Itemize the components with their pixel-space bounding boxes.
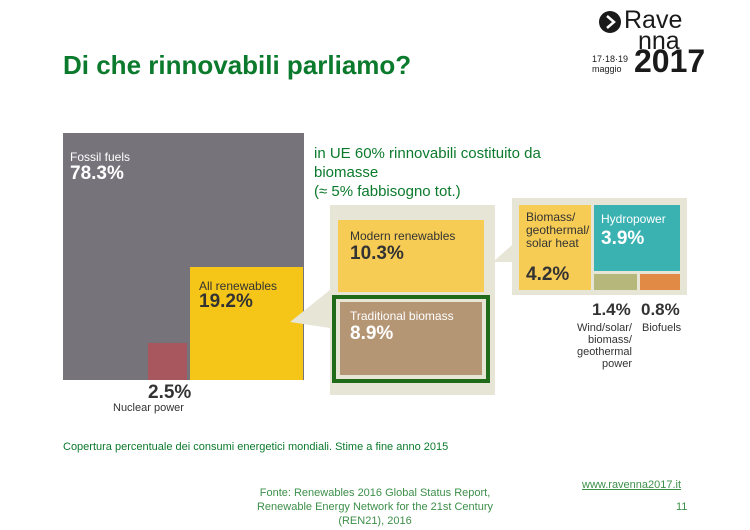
wind-solar-label-line3: geothermal: [576, 346, 632, 358]
renewables-value: 19.2%: [199, 291, 253, 312]
wind-solar-label: Wind/solar/ biomass/ geothermal power: [560, 322, 632, 370]
biomass-heat-label-line1: Biomass/: [526, 210, 576, 224]
page-number: 11: [676, 501, 688, 513]
fossil-fuels-value: 78.3%: [70, 163, 124, 184]
biofuels-value: 0.8%: [641, 300, 680, 319]
source-credit: Fonte: Renewables 2016 Global Status Rep…: [210, 486, 540, 528]
logo-word-bottom: nna: [638, 27, 680, 55]
logo-dates: 17·18·19: [592, 54, 629, 64]
renewables-label: All renewables: [199, 279, 278, 293]
nuclear-label: Nuclear power: [113, 402, 184, 414]
biomass-heat-block: [519, 205, 591, 290]
energy-treemap: Fossil fuels 78.3% 2.5% Nuclear power Al…: [63, 133, 687, 414]
fossil-fuels-label: Fossil fuels: [70, 150, 131, 164]
hydropower-block: [594, 205, 680, 271]
biofuels-block: [640, 274, 680, 290]
renewables-block: [190, 267, 303, 380]
annotation-line1: in UE 60% rinnovabili costituito da: [314, 145, 541, 162]
biofuels-label: Biofuels: [642, 322, 682, 334]
website-link[interactable]: www.ravenna2017.it: [582, 479, 682, 491]
wind-solar-label-line4: power: [602, 358, 632, 370]
annotation-line3: (≈ 5% fabbisogno tot.): [314, 183, 461, 200]
ravenna-logo: Rave nna 17·18·19 maggio 2017: [590, 4, 705, 78]
logo-word-top: Rave: [624, 6, 683, 34]
biomass-heat-label: Biomass/ geothermal/ solar heat: [526, 211, 589, 250]
logo-month: maggio: [592, 64, 622, 74]
wind-solar-block: [594, 274, 637, 290]
biomass-heat-label-line3: solar heat: [526, 236, 579, 250]
nuclear-block: [148, 343, 187, 380]
traditional-biomass-highlight: [332, 295, 490, 383]
nuclear-value: 2.5%: [148, 382, 192, 403]
play-circle-icon: [599, 11, 621, 33]
modern-renewables-value: 10.3%: [350, 243, 404, 264]
traditional-biomass-value: 8.9%: [350, 323, 394, 344]
annotation-text: in UE 60% rinnovabili costituito da biom…: [314, 144, 541, 201]
chart-caption: Copertura percentuale dei consumi energe…: [63, 441, 449, 453]
hydropower-label: Hydropower: [601, 212, 666, 226]
slide-title: Di che rinnovabili parliamo?: [63, 50, 412, 80]
wind-solar-value: 1.4%: [592, 300, 631, 319]
modern-renewables-block: [338, 220, 484, 292]
hydropower-value: 3.9%: [601, 228, 645, 249]
wind-solar-label-line1: Wind/solar/: [576, 322, 632, 334]
modern-renewables-label: Modern renewables: [350, 229, 456, 243]
logo-year: 2017: [634, 43, 706, 79]
source-line1: Fonte: Renewables 2016 Global Status Rep…: [259, 487, 491, 499]
wind-solar-label-line2: biomass/: [587, 334, 632, 346]
traditional-biomass-label: Traditional biomass: [350, 309, 454, 323]
annotation-line2: biomasse: [314, 164, 379, 181]
source-line2: Renewable Energy Network for the 21st Ce…: [256, 501, 493, 513]
biomass-heat-label-line2: geothermal/: [526, 223, 590, 237]
traditional-biomass-block: [340, 302, 482, 375]
biomass-heat-value: 4.2%: [526, 264, 570, 285]
source-line3: (REN21), 2016: [338, 515, 412, 527]
